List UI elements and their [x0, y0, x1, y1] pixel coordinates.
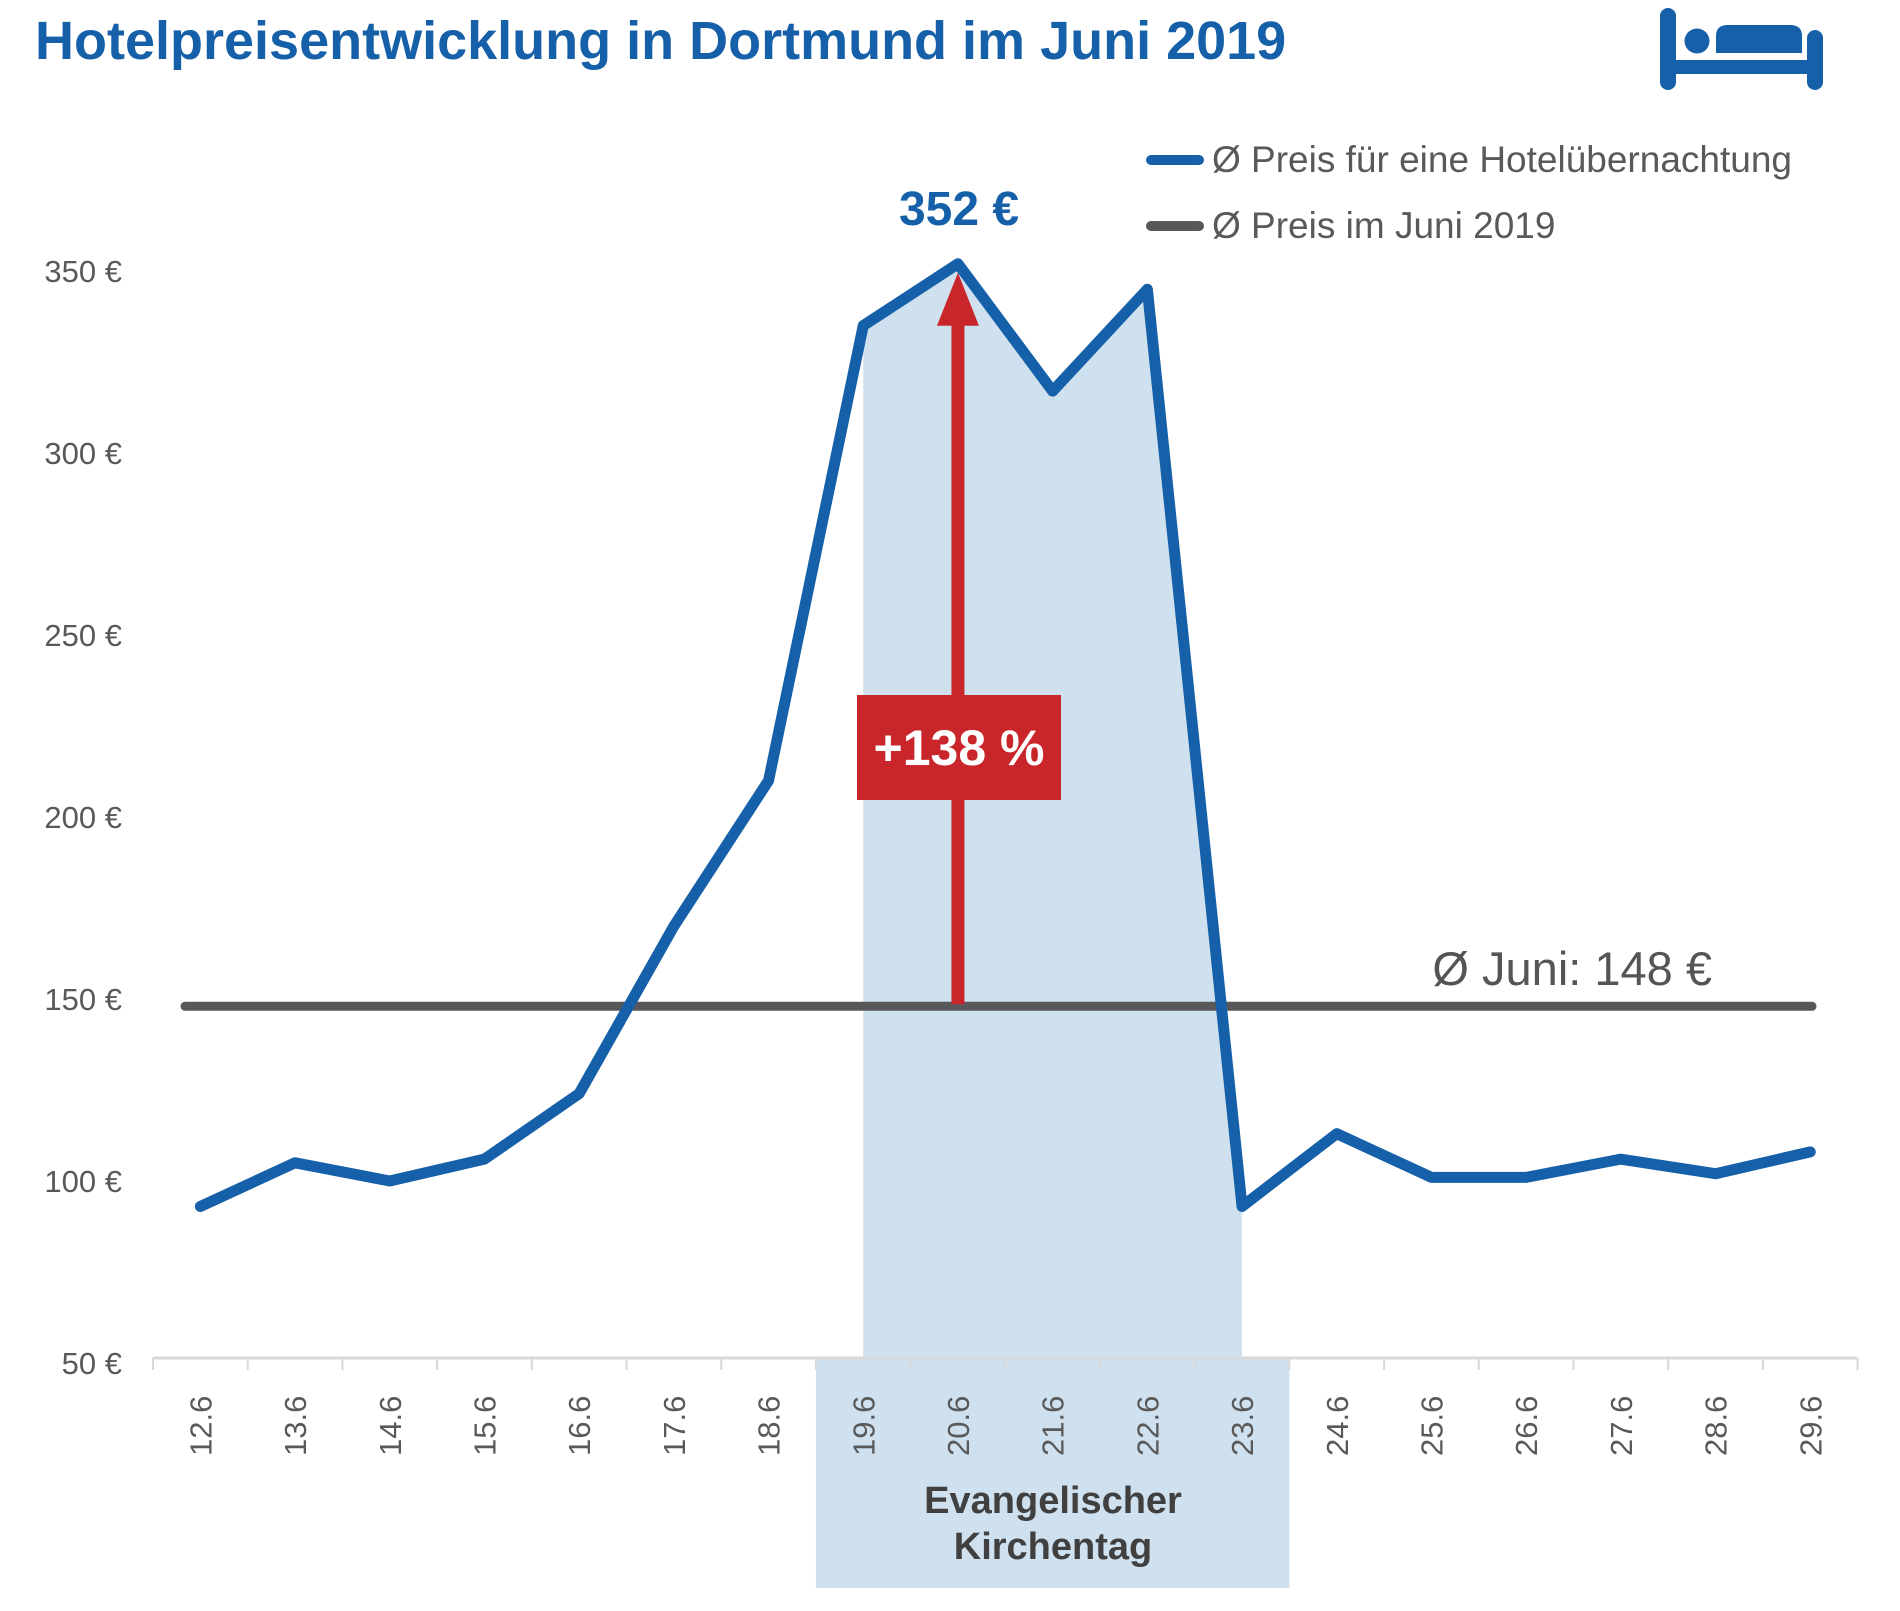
y-tick-label: 50 €: [62, 1346, 122, 1381]
peak-value-label: 352 €: [898, 183, 1020, 236]
legend-swatch-blue-line: [1146, 155, 1204, 165]
x-tick-label: 29.6: [1793, 1396, 1828, 1456]
bed-right-post: [1807, 30, 1823, 90]
x-tick-label: 18.6: [752, 1396, 787, 1456]
x-tick-label: 14.6: [373, 1396, 408, 1456]
bed-icon: [1660, 8, 1823, 90]
x-tick-label: 12.6: [183, 1396, 218, 1456]
event-label-line2: Kirchentag: [953, 1526, 1153, 1569]
x-tick-label: 15.6: [467, 1396, 502, 1456]
x-tick-label: 28.6: [1699, 1396, 1734, 1456]
x-tick-label: 13.6: [278, 1396, 313, 1456]
increase-badge: +138 %: [857, 695, 1061, 800]
page-title: Hotelpreisentwicklung in Dortmund im Jun…: [35, 11, 1287, 71]
average-line-label: Ø Juni: 148 €: [1432, 942, 1712, 995]
legend-label-hotel-price: Ø Preis für eine Hotelübernachtung: [1212, 139, 1793, 180]
x-tick-label: 21.6: [1036, 1396, 1071, 1456]
legend-swatch-gray-line: [1146, 221, 1204, 231]
legend-item-hotel-price: Ø Preis für eine Hotelübernachtung: [1146, 138, 1792, 182]
x-tick-label: 17.6: [657, 1396, 692, 1456]
legend-label-june-average: Ø Preis im Juni 2019: [1212, 205, 1556, 246]
bed-frame-bar: [1662, 60, 1822, 74]
y-tick-label: 200 €: [44, 800, 122, 835]
x-tick-label: 16.6: [562, 1396, 597, 1456]
event-label-line1: Evangelischer: [924, 1480, 1182, 1522]
x-tick-label: 19.6: [846, 1396, 881, 1456]
price-line: [194, 258, 1816, 1212]
area-fill: [863, 263, 1243, 1359]
y-tick-label: 100 €: [44, 1164, 122, 1199]
x-tick-label: 27.6: [1604, 1396, 1639, 1456]
event-band: [815, 1358, 1290, 1588]
x-tick-label: 25.6: [1414, 1396, 1449, 1456]
y-tick-label: 300 €: [44, 436, 122, 471]
y-tick-label: 150 €: [44, 982, 122, 1017]
x-tick-label: 24.6: [1320, 1396, 1355, 1456]
legend-item-june-average: Ø Preis im Juni 2019: [1146, 204, 1792, 248]
x-tick-label: 22.6: [1130, 1396, 1165, 1456]
x-tick-label: 26.6: [1509, 1396, 1544, 1456]
increase-arrow-head: [936, 272, 979, 326]
x-tick-label: 20.6: [941, 1396, 976, 1456]
bed-mattress: [1716, 25, 1802, 53]
bed-pillow-head: [1684, 28, 1710, 54]
x-tick-label: 23.6: [1225, 1396, 1260, 1456]
event-label: Evangelischer Kirchentag: [816, 1478, 1290, 1571]
legend: Ø Preis für eine Hotelübernachtung Ø Pre…: [1146, 138, 1792, 270]
y-tick-label: 250 €: [44, 618, 122, 653]
y-tick-label: 350 €: [44, 254, 122, 289]
